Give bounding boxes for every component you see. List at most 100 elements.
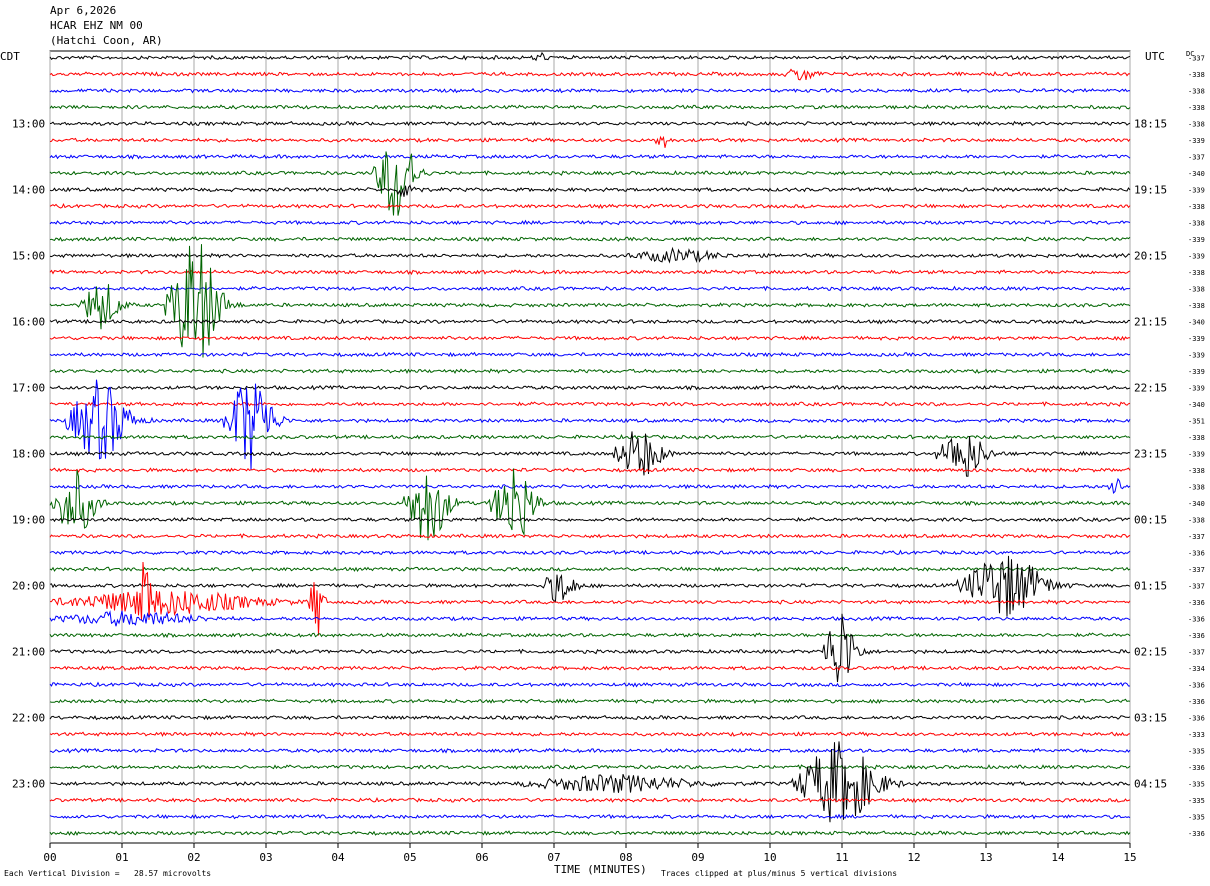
dc-offset-value: -339 [1188,236,1205,244]
left-time-label: 16:00 [12,316,45,329]
right-time-label: 03:15 [1134,712,1167,725]
plot-grid [49,50,1131,848]
trace-row [50,561,1131,636]
left-time-label: 14:00 [12,184,45,197]
trace-row [49,764,1131,770]
utc-label: UTC [1145,50,1165,63]
dc-offset-value: -339 [1188,253,1205,261]
x-axis-title: TIME (MINUTES) [554,863,647,876]
x-tick-label: 00 [43,851,56,864]
dc-offset-value: -340 [1188,401,1205,409]
trace-row [49,379,1131,471]
x-tick-label: 14 [1051,851,1065,864]
trace-row [49,203,1131,209]
trace-row [49,731,1131,738]
dc-offset-value: -337 [1188,154,1205,162]
trace-row [49,87,1131,94]
left-time-label: 18:00 [12,448,45,461]
trace-row [49,269,1131,276]
trace-row [49,555,1131,617]
x-tick-label: 15 [1123,851,1136,864]
dc-offset-value: -336 [1188,764,1205,772]
dc-offset-value: -338 [1188,517,1205,525]
trace-row [49,477,1131,495]
dc-offset-value: -339 [1188,352,1205,360]
trace-row [49,681,1130,688]
x-tick-label: 12 [907,851,920,864]
trace-row [49,401,1131,407]
trace-row [49,351,1131,358]
dc-offset-value: -351 [1188,418,1205,426]
dc-offset-value: -334 [1188,665,1205,673]
trace-row [49,120,1131,127]
x-tick-label: 06 [475,851,488,864]
trace-row [49,714,1131,721]
dc-offset-value: -339 [1188,451,1205,459]
dc-offset-value: -338 [1188,203,1205,211]
dc-offset-value: -336 [1188,550,1205,558]
dc-offset-value: -335 [1188,748,1205,756]
trace-row [49,431,1131,477]
trace-row [49,468,1131,541]
dc-offset-value: -337 [1188,533,1205,541]
dc-offset-value: -336 [1188,715,1205,723]
trace-row [49,135,1131,148]
dc-offset-value: -336 [1188,599,1205,607]
left-time-label: 19:00 [12,514,45,527]
left-time-label: 20:00 [12,580,45,593]
right-time-label: 19:15 [1134,184,1167,197]
trace-row [49,698,1131,704]
dc-offset-value: -339 [1188,385,1205,393]
dc-offset-value: -339 [1188,137,1205,145]
x-tick-label: 05 [403,851,416,864]
left-time-label: 23:00 [12,778,45,791]
trace-row [49,285,1131,292]
right-time-label: 21:15 [1134,316,1167,329]
trace-row [49,434,1131,440]
dc-offset-value: -338 [1188,121,1205,129]
left-time-label: 15:00 [12,250,45,263]
trace-row [49,68,1131,81]
dc-offset-value: -337 [1188,583,1205,591]
dc-offset-value: -337 [1188,649,1205,657]
dc-offset-value: -336 [1188,830,1205,838]
x-tick-label: 13 [979,851,992,864]
axis-labels: 00 01 02 03 04 05 06 07 08 09 10 11 12 13 14 15 CDT UTC DC… [0,50,1205,864]
seismic-traces [49,51,1131,836]
left-time-label: 13:00 [12,118,45,131]
date-label: Apr 6,2026 [50,4,117,17]
trace-row [49,104,1131,110]
trace-row [49,184,1131,198]
trace-row [49,549,1131,556]
trace-row [49,533,1131,539]
x-tick-label: 11 [835,851,848,864]
dc-offset-value: -336 [1188,682,1205,690]
x-tick-label: 09 [691,851,704,864]
trace-row [49,797,1131,803]
trace-row [49,51,1131,62]
dc-offset-value: -333 [1188,731,1205,739]
left-time-label: 17:00 [12,382,45,395]
dc-offset-value: -339 [1188,187,1205,195]
dc-offset-value: -340 [1188,170,1205,178]
trace-row [49,613,1131,683]
dc-header: DC [1186,50,1194,58]
dc-offset-value: -339 [1188,335,1205,343]
x-tick-label: 02 [187,851,200,864]
dc-offset-value: -335 [1188,797,1205,805]
location-label: (Hatchi Coon, AR) [50,34,163,47]
dc-offset-value: -340 [1188,319,1205,327]
trace-row [49,747,1131,754]
right-time-label: 01:15 [1134,580,1167,593]
dc-offset-value: -336 [1188,616,1205,624]
trace-row [49,236,1131,242]
right-time-label: 18:15 [1134,118,1167,131]
trace-row [49,219,1131,226]
dc-offset-value: -335 [1188,814,1205,822]
dc-offset-value: -340 [1188,500,1205,508]
right-time-label: 00:15 [1134,514,1167,527]
trace-row [49,151,1131,216]
right-time-label: 20:15 [1134,250,1167,263]
dc-offset-value: -338 [1188,88,1205,96]
trace-row [49,566,1131,572]
